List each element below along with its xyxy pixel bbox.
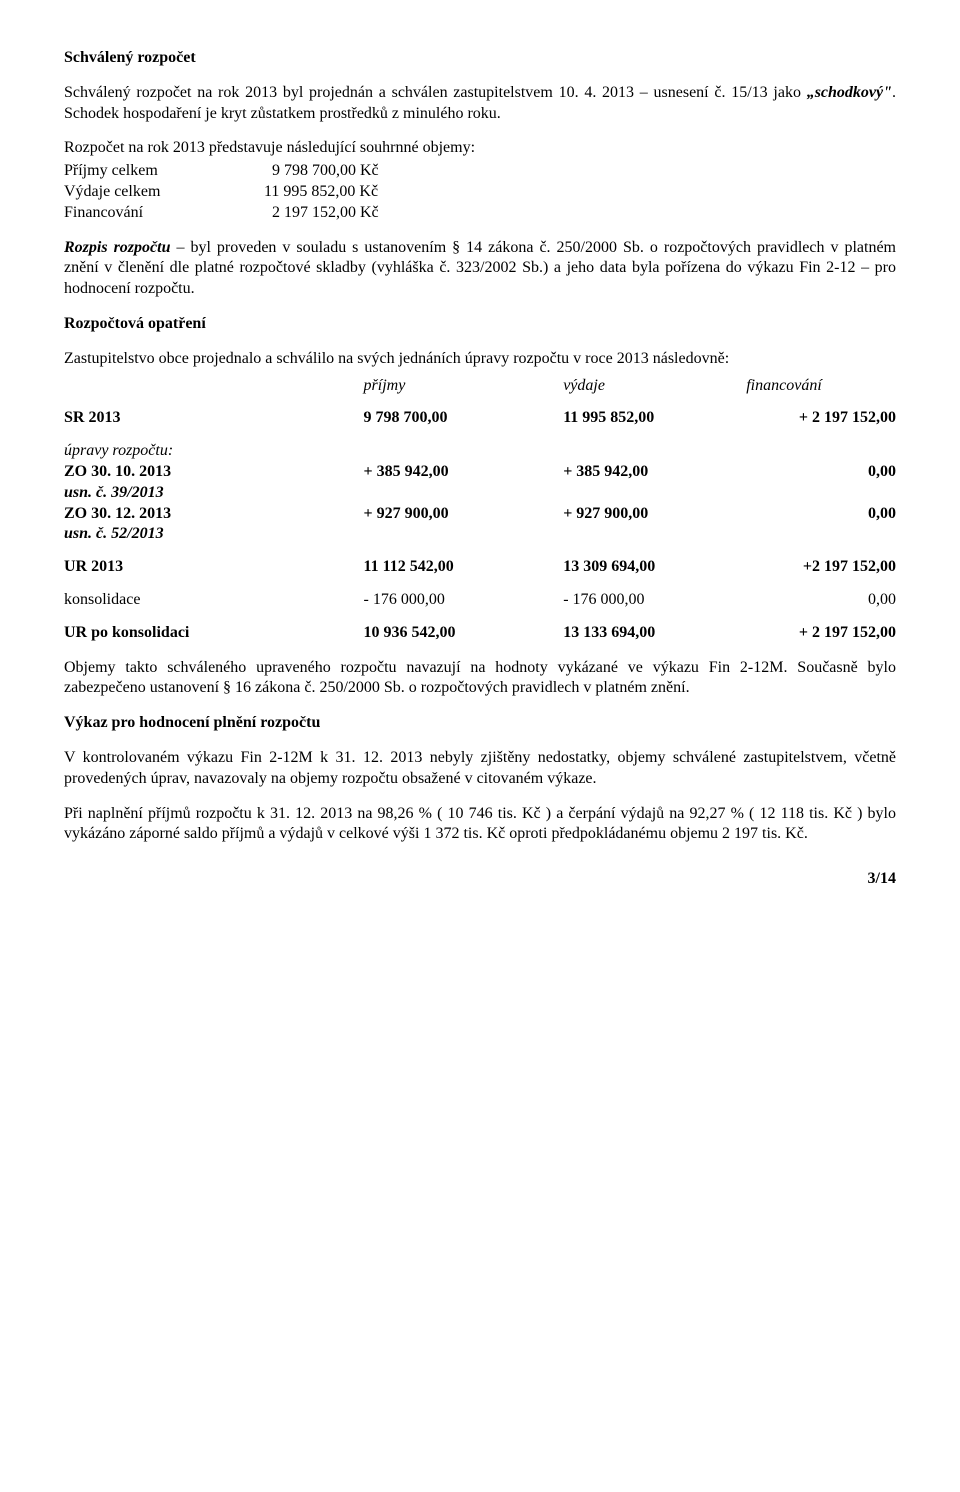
cell: konsolidace [64, 590, 364, 611]
heading-vykaz: Výkaz pro hodnocení plnění rozpočtu [64, 713, 896, 734]
cell: usn. č. 39/2013 [64, 483, 364, 504]
text: – byl proveden v souladu s ustanovením §… [64, 239, 896, 298]
heading-approved-budget: Schválený rozpočet [64, 48, 896, 69]
cell: ZO 30. 12. 2013 [64, 504, 364, 525]
cell: + 385 942,00 [563, 462, 746, 483]
col-header: příjmy [364, 376, 564, 397]
cell: + 927 900,00 [563, 504, 746, 525]
table-row: usn. č. 52/2013 [64, 524, 896, 545]
table-row: usn. č. 39/2013 [64, 483, 896, 504]
cell: +2 197 152,00 [746, 557, 896, 578]
cell: + 2 197 152,00 [746, 623, 896, 644]
cell: ZO 30. 10. 2013 [64, 462, 364, 483]
summary-row: Výdaje celkem11 995 852,00 Kč [64, 182, 896, 203]
paragraph-intro: Schválený rozpočet na rok 2013 byl proje… [64, 83, 896, 125]
cell: 13 309 694,00 [563, 557, 746, 578]
paragraph-rozpis: Rozpis rozpočtu – byl proveden v souladu… [64, 238, 896, 300]
col-header: financování [746, 376, 896, 397]
text: Schválený rozpočet na rok 2013 byl proje… [64, 84, 807, 101]
table-row: ZO 30. 12. 2013 + 927 900,00 + 927 900,0… [64, 504, 896, 525]
summary-value: 2 197 152,00 Kč [264, 204, 379, 221]
summary-list: Příjmy celkem 9 798 700,00 Kč Výdaje cel… [64, 161, 896, 223]
cell: + 927 900,00 [364, 504, 564, 525]
table-row: UR po konsolidaci 10 936 542,00 13 133 6… [64, 623, 896, 644]
table-row: ZO 30. 10. 2013 + 385 942,00 + 385 942,0… [64, 462, 896, 483]
cell: 9 798 700,00 [364, 408, 564, 429]
table-row: UR 2013 11 112 542,00 13 309 694,00 +2 1… [64, 557, 896, 578]
summary-row: Příjmy celkem 9 798 700,00 Kč [64, 161, 896, 182]
cell: 11 995 852,00 [563, 408, 746, 429]
cell: 0,00 [746, 462, 896, 483]
summary-row: Financování 2 197 152,00 Kč [64, 203, 896, 224]
paragraph-summary-lead: Rozpočet na rok 2013 představuje následu… [64, 138, 896, 159]
summary-value: 11 995 852,00 Kč [264, 183, 378, 200]
table-row: konsolidace - 176 000,00 - 176 000,00 0,… [64, 590, 896, 611]
summary-value: 9 798 700,00 Kč [264, 162, 379, 179]
cell: UR po konsolidaci [64, 623, 364, 644]
summary-label: Výdaje celkem [64, 182, 264, 203]
paragraph-vykaz: V kontrolovaném výkazu Fin 2-12M k 31. 1… [64, 748, 896, 790]
summary-label: Příjmy celkem [64, 161, 264, 182]
summary-label: Financování [64, 203, 264, 224]
paragraph-opatreni-lead: Zastupitelstvo obce projednalo a schváli… [64, 349, 896, 370]
heading-opatreni: Rozpočtová opatření [64, 314, 896, 335]
cell: 0,00 [746, 504, 896, 525]
table-row: úpravy rozpočtu: [64, 441, 896, 462]
cell: 10 936 542,00 [364, 623, 564, 644]
cell: - 176 000,00 [364, 590, 564, 611]
text-lead: Rozpis rozpočtu [64, 239, 170, 256]
cell: + 385 942,00 [364, 462, 564, 483]
cell: SR 2013 [64, 408, 364, 429]
col-header: výdaje [563, 376, 746, 397]
cell: úpravy rozpočtu: [64, 441, 364, 462]
cell: UR 2013 [64, 557, 364, 578]
cell: usn. č. 52/2013 [64, 524, 364, 545]
cell: + 2 197 152,00 [746, 408, 896, 429]
table-row: SR 2013 9 798 700,00 11 995 852,00 + 2 1… [64, 408, 896, 429]
table-header-row: příjmy výdaje financování [64, 376, 896, 397]
budget-table: příjmy výdaje financování SR 2013 9 798 … [64, 376, 896, 644]
cell: - 176 000,00 [563, 590, 746, 611]
cell: 0,00 [746, 590, 896, 611]
paragraph-objemyl: Objemy takto schváleného upraveného rozp… [64, 658, 896, 700]
text-italic: „schodkový" [807, 84, 892, 101]
cell: 13 133 694,00 [563, 623, 746, 644]
page-number: 3/14 [64, 869, 896, 890]
paragraph-naplneni: Při naplnění příjmů rozpočtu k 31. 12. 2… [64, 804, 896, 846]
cell-empty [64, 376, 364, 397]
cell: 11 112 542,00 [364, 557, 564, 578]
